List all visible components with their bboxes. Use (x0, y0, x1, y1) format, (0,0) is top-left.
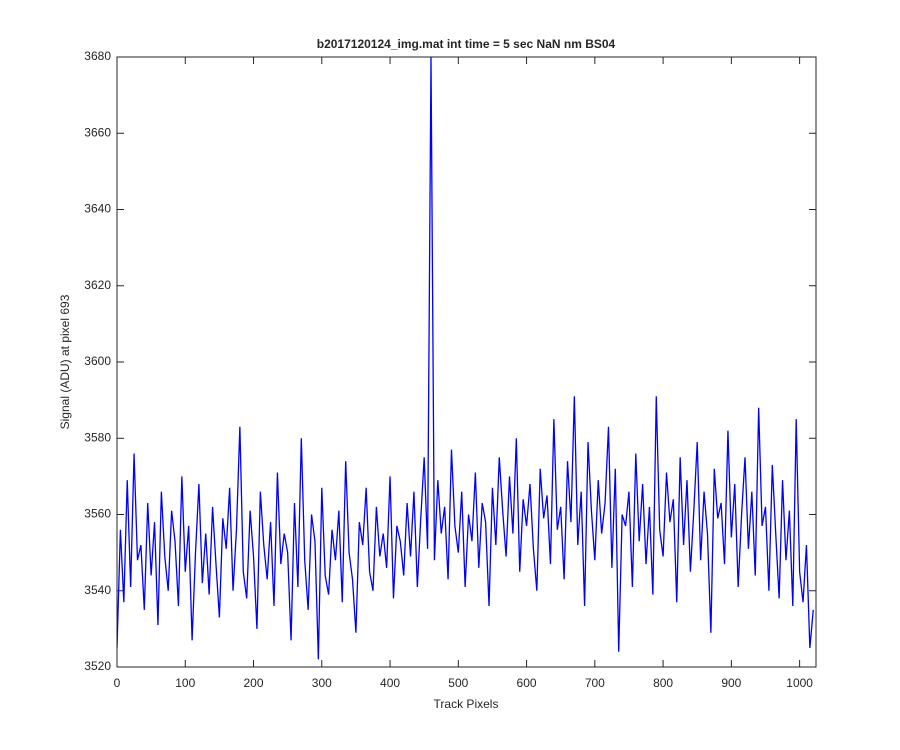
x-tick-label: 800 (653, 676, 673, 690)
data-line (117, 57, 814, 660)
y-tick-label: 3680 (84, 49, 111, 63)
y-tick-label: 3660 (84, 125, 111, 139)
plot-box (116, 56, 817, 668)
x-tick-label: 100 (175, 676, 195, 690)
x-tick-label: 600 (517, 676, 537, 690)
x-tick-label: 400 (380, 676, 400, 690)
x-tick-label: 0 (114, 676, 121, 690)
x-axis-label: Track Pixels (434, 697, 499, 711)
y-axis-label: Signal (ADU) at pixel 693 (58, 294, 72, 429)
x-tick-label: 900 (721, 676, 741, 690)
y-tick-label: 3560 (84, 507, 111, 521)
x-tick-label: 700 (585, 676, 605, 690)
y-tick-label: 3540 (84, 583, 111, 597)
chart-title: b2017120124_img.mat int time = 5 sec NaN… (317, 37, 616, 51)
y-tick-label: 3640 (84, 202, 111, 216)
y-tick-label: 3580 (84, 430, 111, 444)
x-tick-label: 500 (448, 676, 468, 690)
y-tick-label: 3520 (84, 659, 111, 673)
x-tick-label: 200 (244, 676, 264, 690)
y-tick-label: 3600 (84, 354, 111, 368)
x-tick-label: 1000 (786, 676, 813, 690)
y-tick-label: 3620 (84, 278, 111, 292)
x-tick-label: 300 (312, 676, 332, 690)
